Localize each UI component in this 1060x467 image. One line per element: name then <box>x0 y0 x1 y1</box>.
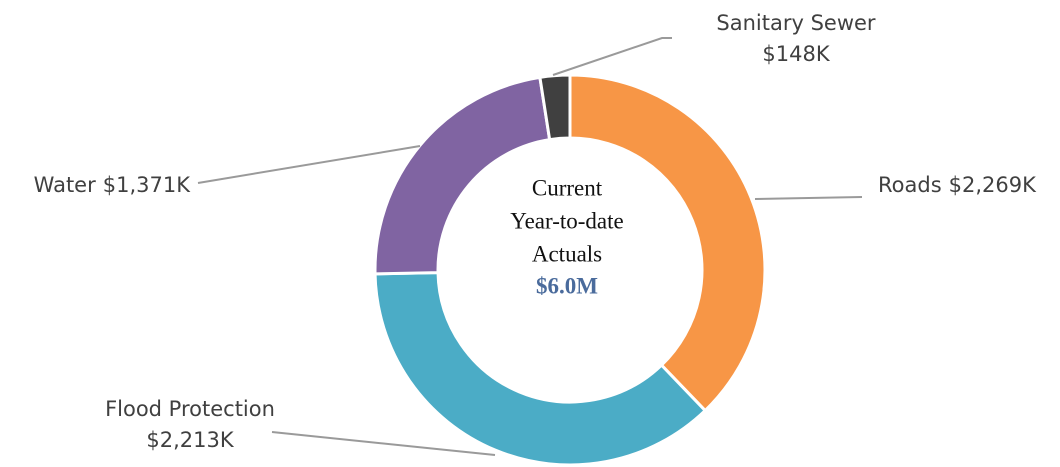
value-label: $2,269K <box>949 173 1037 197</box>
value-label: $148K <box>762 42 830 66</box>
category-label: Flood Protection <box>105 397 275 421</box>
value-label: $2,213K <box>146 428 234 452</box>
value-label: $1,371K <box>103 173 191 197</box>
center-text: Current <box>532 175 603 200</box>
donut-slice <box>373 271 708 467</box>
donut-slice <box>373 75 552 276</box>
center-text: Year-to-date <box>510 208 623 233</box>
donut-slice <box>538 73 572 142</box>
leader-line <box>552 37 672 76</box>
donut <box>373 73 767 467</box>
donut-slice <box>568 73 767 413</box>
slice-label: Roads $2,269K <box>878 173 1037 197</box>
category-label: Water <box>34 173 96 197</box>
category-label: Sanitary Sewer <box>716 11 876 35</box>
leader-line <box>754 196 863 200</box>
leader-line <box>271 431 496 456</box>
center-text: Actuals <box>532 241 602 266</box>
leader-line <box>197 145 421 184</box>
slice-label: Water $1,371K <box>34 173 192 197</box>
labels: Roads $2,269K Flood Protection $2,213K Water… <box>34 11 1037 456</box>
category-label: Roads <box>878 173 942 197</box>
center-total: $6.0M <box>536 273 598 298</box>
